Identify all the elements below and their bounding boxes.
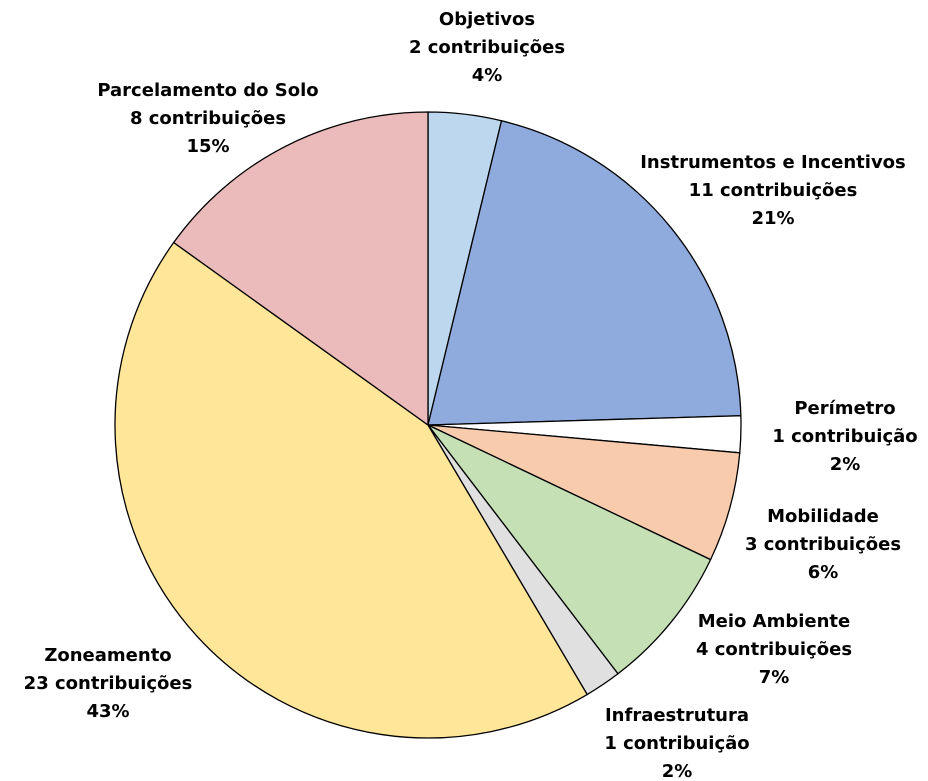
slice-label: Parcelamento do Solo <box>97 80 318 101</box>
slice-count-label: 11 contribuições <box>689 180 858 201</box>
slice-label: Zoneamento <box>44 645 171 666</box>
slice-count-label: 2 contribuições <box>409 37 565 58</box>
slice-percent-label: 6% <box>808 562 839 583</box>
slice-percent-label: 2% <box>830 454 861 475</box>
pie-slice <box>172 111 429 427</box>
pie-slice <box>427 119 742 426</box>
pie-slice <box>114 241 589 739</box>
slice-label: Mobilidade <box>767 506 879 527</box>
slice-percent-label: 4% <box>472 65 503 86</box>
slice-label: Instrumentos e Incentivos <box>640 152 906 173</box>
slice-percent-label: 21% <box>751 208 794 229</box>
slice-percent-label: 43% <box>86 701 129 722</box>
slice-count-label: 1 contribuição <box>604 733 749 754</box>
slice-percent-label: 2% <box>662 761 693 781</box>
slice-label: Perímetro <box>794 398 895 419</box>
slice-label: Meio Ambiente <box>698 611 851 632</box>
slice-label: Infraestrutura <box>605 705 749 726</box>
slice-label: Objetivos <box>439 9 535 30</box>
slice-percent-label: 7% <box>759 667 790 688</box>
slice-count-label: 1 contribuição <box>772 426 917 447</box>
slice-percent-label: 15% <box>186 136 229 157</box>
pie-slice <box>427 424 712 675</box>
slice-count-label: 4 contribuições <box>696 639 852 660</box>
slice-count-label: 3 contribuições <box>745 534 901 555</box>
slice-count-label: 8 contribuições <box>130 108 286 129</box>
slice-count-label: 23 contribuições <box>24 673 193 694</box>
